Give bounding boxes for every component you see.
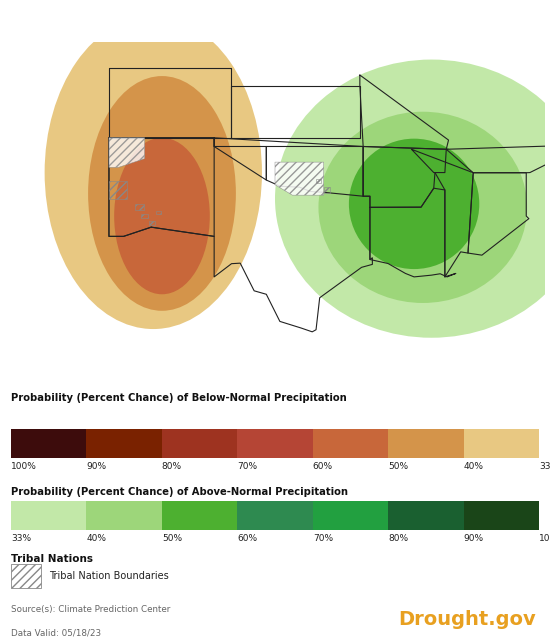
Text: Probability (Percent Chance) of Above-Normal Precipitation: Probability (Percent Chance) of Above-No… [11, 487, 348, 497]
Text: 60%: 60% [237, 534, 257, 543]
Bar [86, 502, 162, 530]
Text: 40%: 40% [464, 462, 483, 471]
Text: 70%: 70% [237, 462, 257, 471]
Ellipse shape [318, 111, 527, 303]
Polygon shape [275, 162, 324, 195]
Text: 33%: 33% [11, 534, 31, 543]
Ellipse shape [45, 16, 262, 329]
Text: 40%: 40% [86, 534, 106, 543]
Bar [162, 502, 237, 530]
Bar [313, 430, 388, 458]
Text: Source(s): Climate Prediction Center: Source(s): Climate Prediction Center [11, 605, 170, 614]
Bar [464, 502, 539, 530]
Bar [464, 430, 539, 458]
Bar [11, 564, 41, 588]
Bar [162, 430, 237, 458]
Text: 50%: 50% [162, 534, 182, 543]
Text: Drought.gov: Drought.gov [399, 610, 536, 629]
Text: 100%: 100% [11, 462, 37, 471]
Text: 80%: 80% [162, 462, 182, 471]
Text: 90%: 90% [86, 462, 107, 471]
Bar [237, 430, 313, 458]
Ellipse shape [88, 76, 236, 311]
Text: 80%: 80% [388, 534, 408, 543]
Text: Tribal Nation Boundaries: Tribal Nation Boundaries [48, 571, 168, 581]
Text: Data Valid: 05/18/23: Data Valid: 05/18/23 [11, 629, 101, 638]
Text: 60%: 60% [313, 462, 333, 471]
Text: 90%: 90% [464, 534, 484, 543]
Text: Probability (Percent Chance) of Below-Normal Precipitation: Probability (Percent Chance) of Below-No… [11, 393, 346, 403]
Bar [86, 430, 162, 458]
Bar [237, 502, 313, 530]
Bar [388, 430, 464, 458]
Text: 70%: 70% [313, 534, 333, 543]
Text: 100%: 100% [539, 534, 550, 543]
Ellipse shape [275, 59, 550, 337]
Ellipse shape [114, 138, 210, 294]
Text: Tribal Nations: Tribal Nations [11, 554, 93, 564]
Text: 33%: 33% [539, 462, 550, 471]
Bar [11, 502, 86, 530]
Text: 50%: 50% [388, 462, 408, 471]
Bar [388, 502, 464, 530]
Bar [11, 430, 86, 458]
Ellipse shape [349, 138, 479, 269]
Polygon shape [109, 138, 145, 167]
Bar [313, 502, 388, 530]
